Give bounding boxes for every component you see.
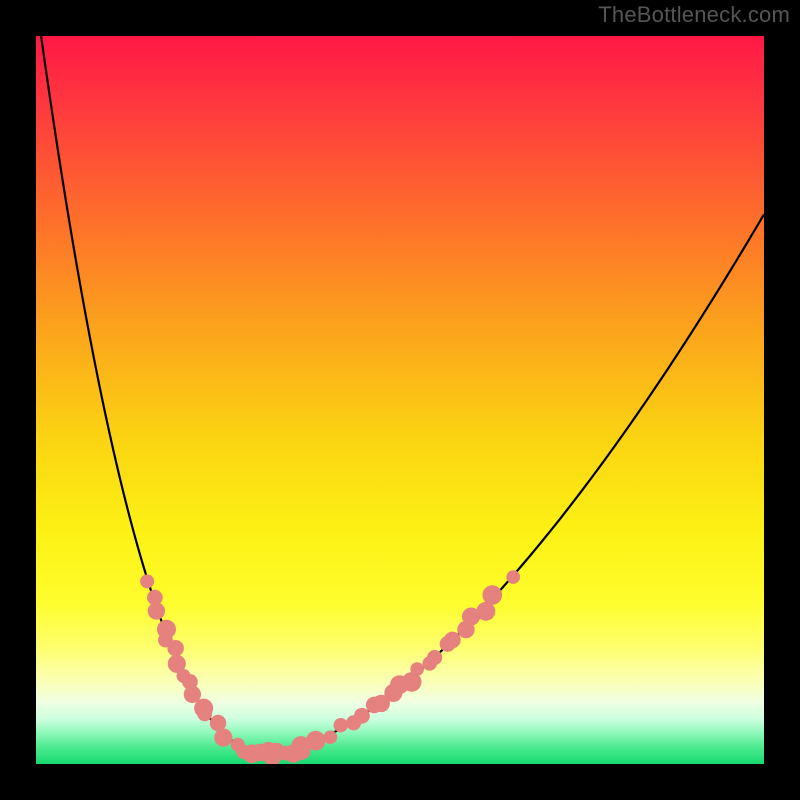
marker-dot	[167, 640, 183, 656]
marker-dot	[293, 742, 311, 760]
gradient-background	[36, 36, 764, 764]
marker-dot	[324, 730, 338, 744]
marker-dot	[148, 602, 165, 619]
marker-dot	[140, 574, 154, 588]
marker-dot	[214, 728, 232, 746]
marker-dot	[197, 706, 212, 721]
bottleneck-chart	[36, 36, 764, 764]
marker-dot	[457, 621, 474, 638]
marker-dot	[440, 636, 456, 652]
marker-dot	[366, 697, 383, 714]
marker-dot	[334, 718, 348, 732]
plot-area	[36, 36, 764, 764]
watermark-text: TheBottleneck.com	[598, 2, 790, 28]
marker-dot	[422, 656, 436, 670]
marker-dot	[346, 715, 361, 730]
marker-dot	[506, 570, 520, 584]
